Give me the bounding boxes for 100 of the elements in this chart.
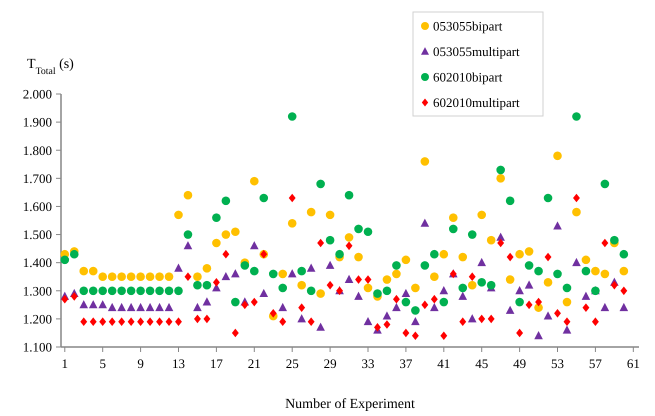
point xyxy=(420,157,430,166)
point xyxy=(316,322,325,331)
point xyxy=(506,275,514,284)
point xyxy=(184,241,192,250)
point xyxy=(108,317,116,326)
point xyxy=(468,314,477,322)
point xyxy=(535,298,542,306)
point xyxy=(193,272,202,282)
point xyxy=(278,302,288,312)
point xyxy=(259,288,268,298)
point xyxy=(298,303,306,312)
point xyxy=(278,284,288,292)
point xyxy=(164,272,174,282)
x-tick-label: 61 xyxy=(626,356,640,371)
point xyxy=(601,238,608,248)
point xyxy=(430,294,438,304)
point xyxy=(610,236,619,244)
point xyxy=(175,317,182,326)
point xyxy=(553,221,562,230)
point xyxy=(354,252,363,262)
point xyxy=(259,194,268,202)
y-tick-label: 1.900 xyxy=(22,114,52,130)
y-tick-label: 1.100 xyxy=(22,340,52,355)
point xyxy=(610,280,618,290)
point xyxy=(344,190,354,200)
point xyxy=(544,278,552,287)
point xyxy=(60,256,70,264)
point xyxy=(278,270,288,278)
point xyxy=(412,331,419,340)
x-tick-label: 17 xyxy=(210,356,224,371)
point xyxy=(184,272,192,282)
x-tick-label: 53 xyxy=(551,356,564,371)
point xyxy=(79,286,88,296)
point xyxy=(212,278,220,287)
point xyxy=(515,286,524,294)
point xyxy=(250,298,258,306)
point xyxy=(288,112,296,121)
point xyxy=(440,298,448,306)
point xyxy=(174,264,183,272)
legend-label: 602010multipart xyxy=(433,95,520,110)
point xyxy=(411,284,420,292)
point xyxy=(222,250,230,259)
point xyxy=(440,286,448,294)
point xyxy=(326,260,334,269)
point xyxy=(373,289,382,298)
x-axis-title: Number of Experiment xyxy=(285,397,416,412)
x-tick-label: 13 xyxy=(172,356,185,371)
point xyxy=(544,311,552,320)
point xyxy=(99,317,106,326)
point xyxy=(516,328,524,338)
point xyxy=(506,196,514,206)
point xyxy=(382,275,392,284)
point xyxy=(620,302,628,312)
point xyxy=(620,266,628,276)
point xyxy=(126,272,136,282)
y-tick-label: 1.700 xyxy=(22,170,52,186)
point xyxy=(79,266,88,276)
point xyxy=(420,261,430,270)
point xyxy=(70,292,78,301)
point xyxy=(534,331,543,340)
point xyxy=(572,112,581,121)
point xyxy=(98,300,107,308)
point xyxy=(306,286,316,296)
point xyxy=(468,280,477,290)
point xyxy=(562,284,572,292)
point xyxy=(554,308,561,318)
point xyxy=(250,241,259,250)
point xyxy=(270,308,277,318)
point xyxy=(136,286,145,296)
point xyxy=(430,250,439,259)
point xyxy=(222,230,230,239)
point xyxy=(524,247,534,256)
point xyxy=(600,180,610,188)
point xyxy=(458,292,468,300)
point xyxy=(572,258,581,266)
point xyxy=(477,278,486,287)
point xyxy=(524,261,534,270)
point xyxy=(600,270,610,278)
point xyxy=(279,317,286,326)
x-tick-label: 57 xyxy=(588,356,602,371)
point xyxy=(306,264,316,272)
point xyxy=(458,284,468,292)
point xyxy=(582,266,590,276)
point xyxy=(126,286,136,296)
point xyxy=(402,288,410,298)
point xyxy=(496,166,505,174)
point xyxy=(156,317,163,326)
point xyxy=(88,286,98,296)
point xyxy=(402,256,410,264)
y-tick-label: 1.600 xyxy=(22,198,52,214)
point xyxy=(506,306,514,314)
point xyxy=(297,314,306,322)
point xyxy=(316,180,325,188)
point xyxy=(155,272,164,282)
point xyxy=(582,256,590,264)
point xyxy=(573,194,580,202)
point xyxy=(98,272,107,282)
point xyxy=(297,266,306,276)
y-tick-label: 1.800 xyxy=(22,142,52,158)
y-tick-label: 1.200 xyxy=(22,311,52,326)
